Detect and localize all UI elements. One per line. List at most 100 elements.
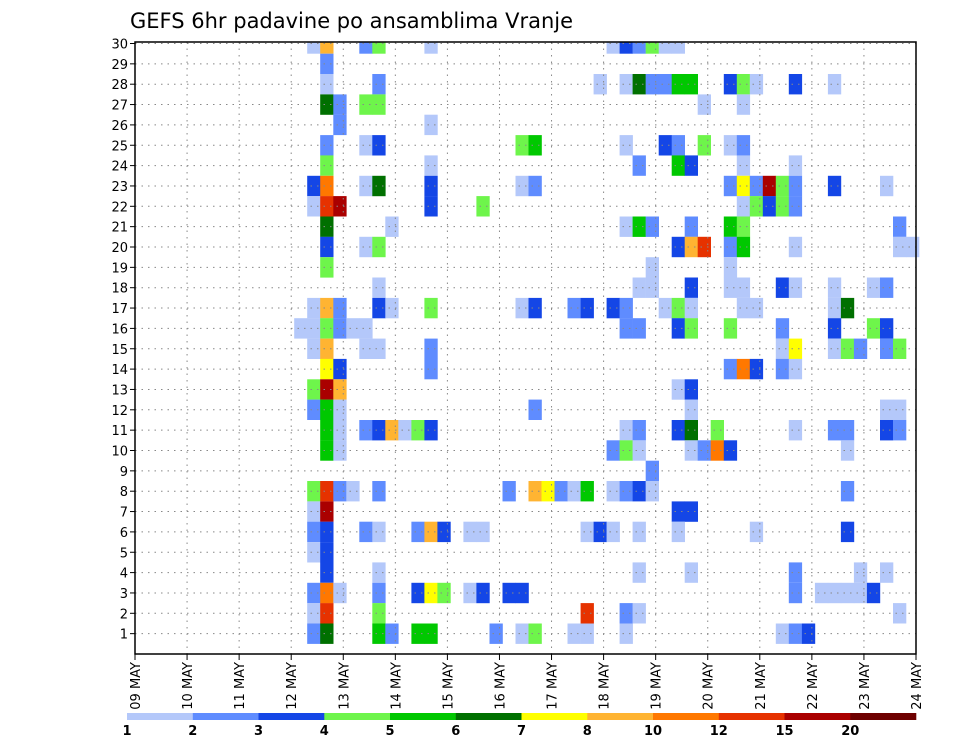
- heatmap-cell: [658, 42, 672, 54]
- heatmap-cell: [333, 318, 347, 339]
- heatmap-cell: [671, 74, 685, 95]
- heatmap-cell: [385, 216, 399, 237]
- heatmap-cell: [619, 603, 633, 624]
- heatmap-cell: [710, 420, 724, 441]
- heatmap-cell: [320, 338, 334, 359]
- heatmap-cell: [671, 236, 685, 258]
- heatmap-cell: [476, 196, 490, 217]
- heatmap-cell: [697, 440, 711, 461]
- heatmap-cell: [320, 399, 334, 420]
- heatmap-cell: [372, 175, 386, 197]
- heatmap-cell: [632, 318, 646, 339]
- heatmap-cell: [372, 338, 386, 359]
- y-tick-label: 5: [120, 546, 128, 561]
- heatmap-cells: [294, 42, 920, 644]
- heatmap-cell: [866, 318, 881, 339]
- colorbar-label: 5: [385, 724, 394, 739]
- heatmap-cell: [684, 440, 698, 461]
- heatmap-cell: [788, 623, 803, 644]
- heatmap-cell: [320, 257, 334, 278]
- heatmap-cell: [671, 155, 685, 176]
- heatmap-cell: [736, 135, 751, 156]
- heatmap-cell: [333, 440, 347, 461]
- colorbar-label: 7: [517, 724, 526, 739]
- heatmap-cell: [320, 216, 334, 237]
- colorbar-segment: [653, 713, 719, 720]
- y-axis: 1234567891011121314151617181920212223242…: [111, 38, 135, 643]
- heatmap-cell: [333, 399, 347, 420]
- heatmap-cell: [684, 74, 698, 95]
- heatmap-cell: [775, 175, 790, 197]
- chart-title: GEFS 6hr padavine po ansamblima Vranje: [130, 9, 573, 33]
- heatmap-cell: [775, 318, 790, 339]
- heatmap-cell: [853, 338, 868, 359]
- heatmap-cell: [320, 521, 334, 543]
- heatmap-cell: [684, 236, 698, 258]
- x-tick-label: 12 MAY: [285, 662, 300, 710]
- heatmap-cell: [684, 399, 698, 420]
- heatmap-cell: [359, 236, 373, 258]
- heatmap-cell: [320, 501, 334, 522]
- heatmap-cell: [424, 114, 438, 136]
- heatmap-cell: [502, 481, 516, 502]
- heatmap-cell: [906, 236, 920, 258]
- heatmap-cell: [619, 318, 633, 339]
- heatmap-cell: [632, 277, 646, 298]
- heatmap-cell: [671, 318, 685, 339]
- x-tick-label: 16 MAY: [493, 662, 508, 710]
- heatmap-cell: [320, 420, 334, 441]
- heatmap-cell: [463, 582, 477, 604]
- heatmap-cell: [385, 297, 399, 319]
- y-tick-label: 29: [111, 58, 128, 73]
- heatmap-cell: [736, 94, 751, 115]
- heatmap-cell: [307, 582, 321, 604]
- x-tick-label: 10 MAY: [181, 662, 196, 710]
- heatmap-cell: [333, 94, 347, 115]
- heatmap-cell: [827, 175, 842, 197]
- heatmap-cell: [606, 42, 620, 54]
- heatmap-cell: [723, 277, 738, 298]
- heatmap-cell: [476, 521, 490, 543]
- heatmap-cell: [880, 420, 894, 441]
- y-tick-label: 11: [111, 424, 128, 439]
- heatmap-cell: [645, 74, 659, 95]
- heatmap-cell: [736, 175, 751, 197]
- y-tick-label: 20: [111, 241, 128, 256]
- heatmap-cell: [307, 318, 321, 339]
- heatmap-cell: [320, 135, 334, 156]
- heatmap-cell: [684, 379, 698, 400]
- heatmap-cell: [893, 236, 907, 258]
- heatmap-cell: [788, 582, 803, 604]
- heatmap-cell: [762, 175, 777, 197]
- heatmap-cell: [463, 521, 477, 543]
- heatmap-cell: [437, 521, 451, 543]
- heatmap-cell: [723, 358, 738, 380]
- heatmap-cell: [619, 74, 633, 95]
- heatmap-cell: [528, 623, 542, 644]
- heatmap-cell: [320, 42, 334, 54]
- heatmap-cell: [736, 236, 751, 258]
- heatmap-cell: [593, 521, 607, 543]
- heatmap-cell: [372, 94, 386, 115]
- heatmap-cell: [320, 562, 334, 583]
- heatmap-cell: [775, 196, 790, 217]
- heatmap-cell: [307, 399, 321, 420]
- heatmap-cell: [567, 297, 581, 319]
- x-tick-label: 17 MAY: [546, 662, 561, 710]
- heatmap-cell: [372, 521, 386, 543]
- heatmap-cell: [359, 175, 373, 197]
- heatmap-cell: [788, 358, 803, 380]
- heatmap-cell: [515, 135, 529, 156]
- heatmap-cell: [866, 277, 881, 298]
- heatmap-cell: [346, 318, 360, 339]
- heatmap-cell: [320, 155, 334, 176]
- y-tick-label: 7: [120, 506, 128, 521]
- heatmap-cell: [775, 358, 790, 380]
- heatmap-cell: [827, 582, 842, 604]
- heatmap-cell: [307, 501, 321, 522]
- y-tick-label: 14: [111, 363, 128, 378]
- heatmap-cell: [528, 399, 542, 420]
- heatmap-cell: [827, 338, 842, 359]
- heatmap-cell: [580, 603, 594, 624]
- heatmap-cell: [541, 481, 555, 502]
